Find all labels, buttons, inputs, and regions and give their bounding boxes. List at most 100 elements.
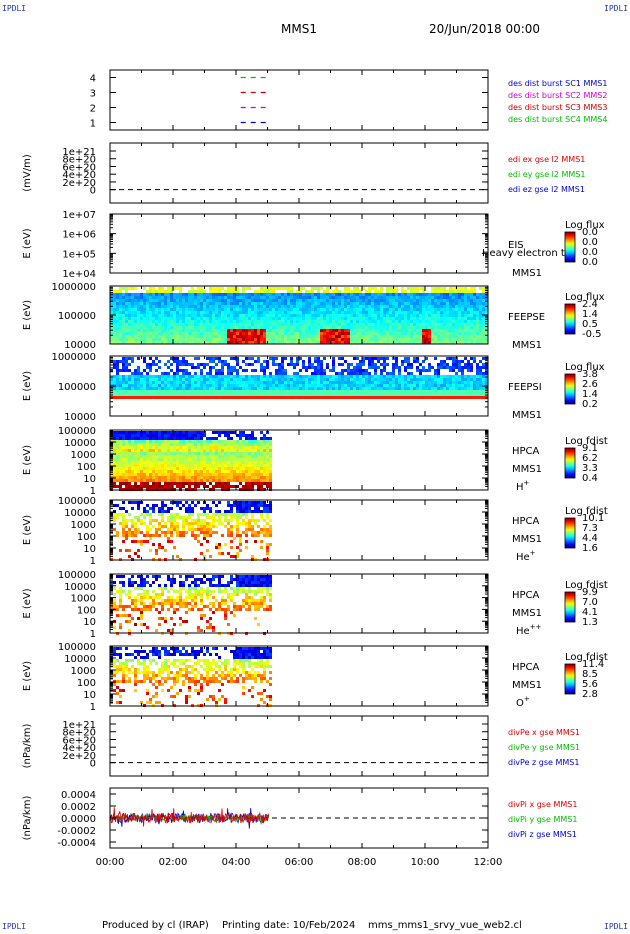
- spectrogram-cell: [122, 293, 125, 296]
- spectrogram-cell: [380, 293, 383, 296]
- spectrogram-cell: [212, 378, 215, 381]
- spectrogram-cell: [332, 341, 335, 344]
- spectrogram-cell: [197, 302, 200, 305]
- spectrogram-cell: [206, 443, 209, 446]
- spectrogram-cell: [362, 311, 365, 314]
- spectrogram-cell: [266, 296, 269, 299]
- spectrogram-cell: [284, 369, 287, 372]
- spectrogram-cell: [470, 387, 473, 390]
- spectrogram-cell: [461, 335, 464, 338]
- spectrogram-cell: [209, 473, 212, 476]
- spectrogram-cell: [173, 473, 176, 476]
- spectrogram-cell: [395, 326, 398, 329]
- spectrogram-cell: [392, 290, 395, 293]
- spectrogram-cell: [176, 372, 179, 375]
- spectrogram-cell: [353, 378, 356, 381]
- spectrogram-cell: [191, 464, 194, 467]
- spectrogram-cell: [113, 299, 116, 302]
- spectrogram-cell: [437, 293, 440, 296]
- spectrogram-cell: [314, 293, 317, 296]
- spectrogram-cell: [422, 299, 425, 302]
- spectrogram-cell: [410, 396, 413, 399]
- spectrogram-cell: [377, 390, 380, 393]
- spectrogram-cell: [161, 458, 164, 461]
- spectrogram-cell: [131, 485, 134, 488]
- spectrogram-cell: [167, 366, 170, 369]
- spectrogram-cell: [131, 479, 134, 482]
- spectrogram-cell: [218, 329, 221, 332]
- spectrogram-cell: [197, 384, 200, 387]
- spectrogram-cell: [221, 302, 224, 305]
- spectrogram-cell: [335, 393, 338, 396]
- spectrogram-cell: [209, 443, 212, 446]
- spectrogram-cell: [353, 329, 356, 332]
- spectrogram-cell: [389, 326, 392, 329]
- spectrogram-cell: [233, 296, 236, 299]
- spectrogram-cell: [152, 482, 155, 485]
- spectrogram-cell: [302, 375, 305, 378]
- spectrogram-cell: [200, 369, 203, 372]
- spectrogram-cell: [407, 320, 410, 323]
- spectrogram-cell: [359, 296, 362, 299]
- spectrogram-cell: [236, 396, 239, 399]
- spectrogram-cell: [233, 314, 236, 317]
- spectrogram-cell: [188, 314, 191, 317]
- spectrogram-cell: [485, 363, 488, 366]
- spectrogram-cell: [443, 299, 446, 302]
- spectrogram-cell: [455, 323, 458, 326]
- spectrogram-cell: [227, 329, 230, 332]
- spectrogram-cell: [200, 479, 203, 482]
- spectrogram-cell: [395, 311, 398, 314]
- spectrogram-cell: [416, 393, 419, 396]
- spectrogram-cell: [224, 317, 227, 320]
- spectrogram-cell: [365, 384, 368, 387]
- spectrogram-cell: [392, 381, 395, 384]
- spectrogram-cell: [434, 290, 437, 293]
- spectrogram-cell: [452, 302, 455, 305]
- spectrogram-cell: [113, 443, 116, 446]
- spectrogram-cell: [242, 470, 245, 473]
- spectrogram-cell: [179, 296, 182, 299]
- spectrogram-cell: [182, 470, 185, 473]
- spectrogram-cell: [140, 299, 143, 302]
- spectrogram-cell: [215, 372, 218, 375]
- spectrogram-cell: [419, 393, 422, 396]
- spectrogram-cell: [461, 314, 464, 317]
- spectrogram-cell: [284, 393, 287, 396]
- spectrogram-cell: [134, 375, 137, 378]
- spectrogram-cell: [443, 384, 446, 387]
- spectrogram-cell: [290, 393, 293, 396]
- spectrogram-cell: [182, 467, 185, 470]
- spectrogram-cell: [155, 369, 158, 372]
- spectrogram-cell: [167, 378, 170, 381]
- spectrogram-cell: [206, 384, 209, 387]
- spectrogram-cell: [194, 446, 197, 449]
- spectrogram-cell: [401, 360, 404, 363]
- corner-label-bottom-left: IPDLI: [2, 922, 27, 931]
- spectrogram-cell: [140, 440, 143, 443]
- spectrogram-cell: [440, 290, 443, 293]
- spectrogram-cell: [410, 332, 413, 335]
- spectrogram-cell: [116, 302, 119, 305]
- spectrogram-cell: [170, 431, 173, 434]
- spectrogram-cell: [368, 290, 371, 293]
- spectrogram-cell: [185, 461, 188, 464]
- spectrogram-cell: [116, 384, 119, 387]
- spectrogram-cell: [479, 332, 482, 335]
- spectrogram-cell: [233, 293, 236, 296]
- spectrogram-cell: [281, 311, 284, 314]
- spectrogram-cell: [164, 308, 167, 311]
- spectrogram-cell: [455, 302, 458, 305]
- spectrogram-cell: [137, 302, 140, 305]
- spectrogram-cell: [164, 384, 167, 387]
- spectrogram-cell: [119, 387, 122, 390]
- spectrogram-cell: [116, 323, 119, 326]
- spectrogram-cell: [377, 332, 380, 335]
- spectrogram-cell: [239, 378, 242, 381]
- spectrogram-cell: [479, 381, 482, 384]
- spectrogram-cell: [374, 326, 377, 329]
- ytick-label: 1e+06: [62, 230, 96, 241]
- spectrogram-cell: [188, 320, 191, 323]
- spectrogram-cell: [281, 323, 284, 326]
- spectrogram-cell: [179, 332, 182, 335]
